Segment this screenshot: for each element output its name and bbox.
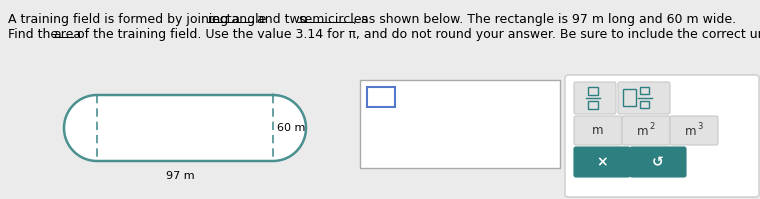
FancyBboxPatch shape (630, 147, 686, 177)
Text: semicircles: semicircles (298, 13, 368, 26)
FancyBboxPatch shape (367, 87, 395, 107)
Text: area: area (53, 28, 81, 41)
FancyBboxPatch shape (360, 80, 560, 168)
Text: 60 m: 60 m (277, 123, 306, 133)
Text: and two: and two (253, 13, 312, 26)
Polygon shape (64, 95, 306, 161)
Text: m: m (637, 125, 649, 138)
Text: m: m (686, 125, 697, 138)
Text: Find the: Find the (8, 28, 62, 41)
FancyBboxPatch shape (622, 116, 670, 145)
Text: ×: × (596, 155, 608, 169)
Text: 2: 2 (649, 122, 654, 131)
FancyBboxPatch shape (574, 147, 630, 177)
FancyBboxPatch shape (574, 82, 616, 114)
Text: rectangle: rectangle (208, 13, 268, 26)
Text: A training field is formed by joining a: A training field is formed by joining a (8, 13, 244, 26)
FancyBboxPatch shape (618, 82, 670, 114)
Text: m: m (592, 124, 603, 137)
Text: , as shown below. The rectangle is 97 m long and 60 m wide.: , as shown below. The rectangle is 97 m … (353, 13, 736, 26)
FancyBboxPatch shape (670, 116, 718, 145)
FancyBboxPatch shape (574, 116, 622, 145)
Text: ↺: ↺ (652, 155, 663, 169)
Text: 97 m: 97 m (166, 171, 195, 181)
FancyBboxPatch shape (565, 75, 759, 197)
Text: 3: 3 (698, 122, 703, 131)
Text: of the training field. Use the value 3.14 for π, and do not round your answer. B: of the training field. Use the value 3.1… (73, 28, 760, 41)
